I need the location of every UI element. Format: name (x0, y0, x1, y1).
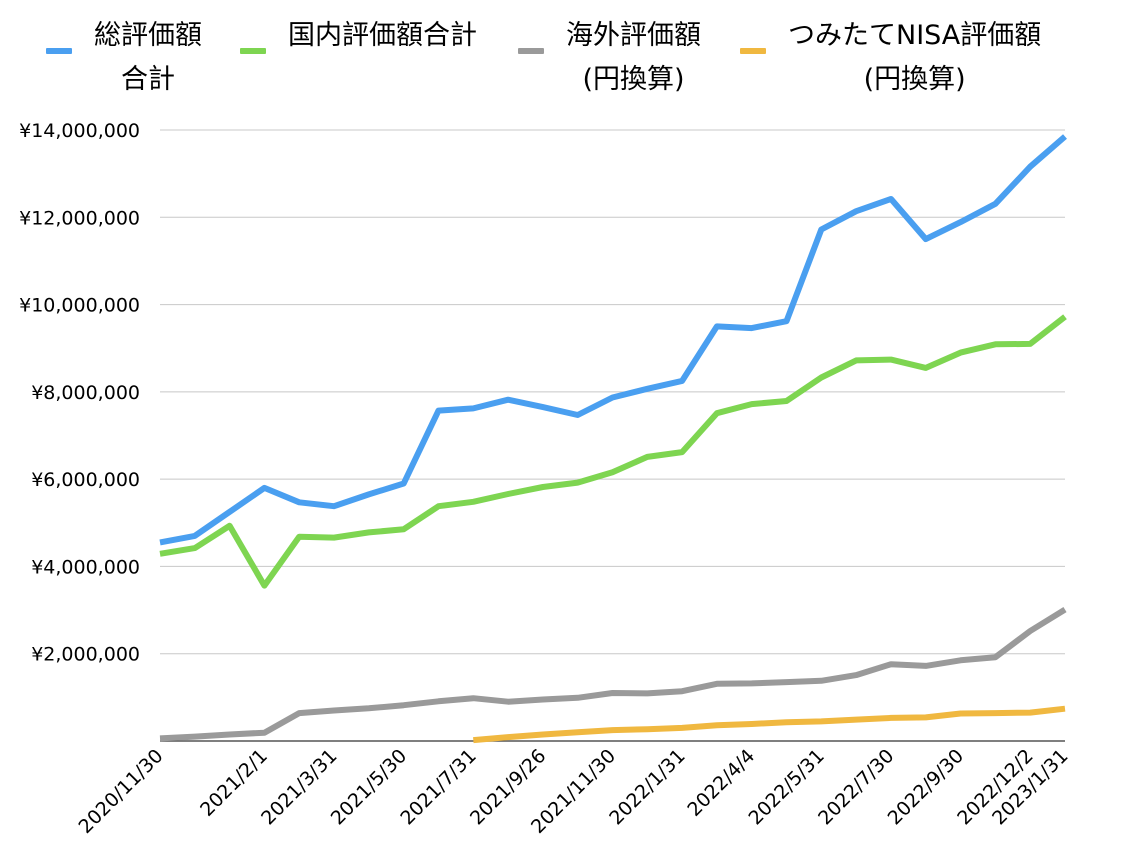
legend-item-domestic: 国内評価額合計 (240, 14, 477, 58)
legend-item-nisa: つみたてNISA評価額 (円換算) (740, 14, 1041, 102)
legend-item-total: 総評価額 合計 (46, 14, 202, 102)
y-tick-label: ¥4,000,000 (31, 556, 140, 578)
y-tick-label: ¥2,000,000 (31, 644, 140, 666)
legend-label-domestic: 国内評価額合計 (288, 20, 477, 51)
y-tick-label: ¥14,000,000 (19, 120, 140, 142)
chart-legend: 総評価額 合計 国内評価額合計 海外評価額 (円換算) つみたてNISA評価額 … (0, 0, 1130, 110)
series-line-2 (159, 607, 1067, 742)
y-tick-label: ¥8,000,000 (31, 382, 140, 404)
y-axis-tick-labels: ¥2,000,000 ¥4,000,000 ¥6,000,000 ¥8,000,000… (19, 120, 140, 666)
x-tick-label: 2020/11/30 (75, 745, 168, 838)
legend-item-overseas: 海外評価額 (円換算) (518, 14, 701, 102)
series-line-3 (473, 705, 1066, 744)
legend-label-total: 総評価額 合計 (94, 20, 202, 95)
x-axis-tick-labels: 2020/11/30 2021/2/12021/3/312021/5/302021… (75, 745, 1073, 838)
legend-label-nisa: つみたてNISA評価額 (円換算) (788, 20, 1042, 95)
series-line-1 (159, 314, 1067, 589)
legend-swatch-nisa (740, 48, 766, 54)
legend-swatch-overseas (518, 48, 544, 54)
legend-swatch-total (46, 48, 72, 54)
y-tick-label: ¥6,000,000 (31, 469, 140, 491)
legend-swatch-domestic (240, 48, 266, 54)
legend-label-overseas: 海外評価額 (円換算) (566, 20, 701, 95)
series-line-0 (159, 134, 1067, 546)
x-tick-label: 2022/1/31 (605, 745, 689, 829)
y-tick-label: ¥12,000,000 (19, 207, 140, 229)
y-tick-label: ¥10,000,000 (19, 295, 140, 317)
series-lines (159, 134, 1067, 744)
gridlines (160, 129, 1065, 742)
